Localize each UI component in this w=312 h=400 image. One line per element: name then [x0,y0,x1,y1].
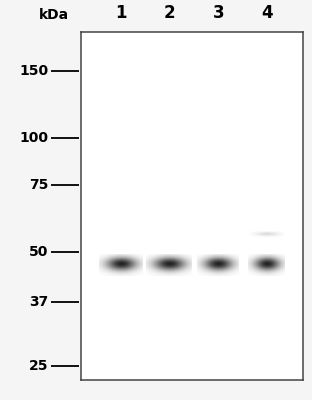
Text: 75: 75 [29,178,49,192]
Text: kDa: kDa [39,8,69,22]
Text: 50: 50 [29,245,49,259]
Text: 100: 100 [20,131,49,145]
Text: 25: 25 [29,359,49,373]
Text: 1: 1 [115,4,127,22]
Text: 2: 2 [164,4,176,22]
Text: 150: 150 [20,64,49,78]
Text: 3: 3 [213,4,224,22]
Text: 37: 37 [29,295,49,309]
Text: 4: 4 [261,4,273,22]
